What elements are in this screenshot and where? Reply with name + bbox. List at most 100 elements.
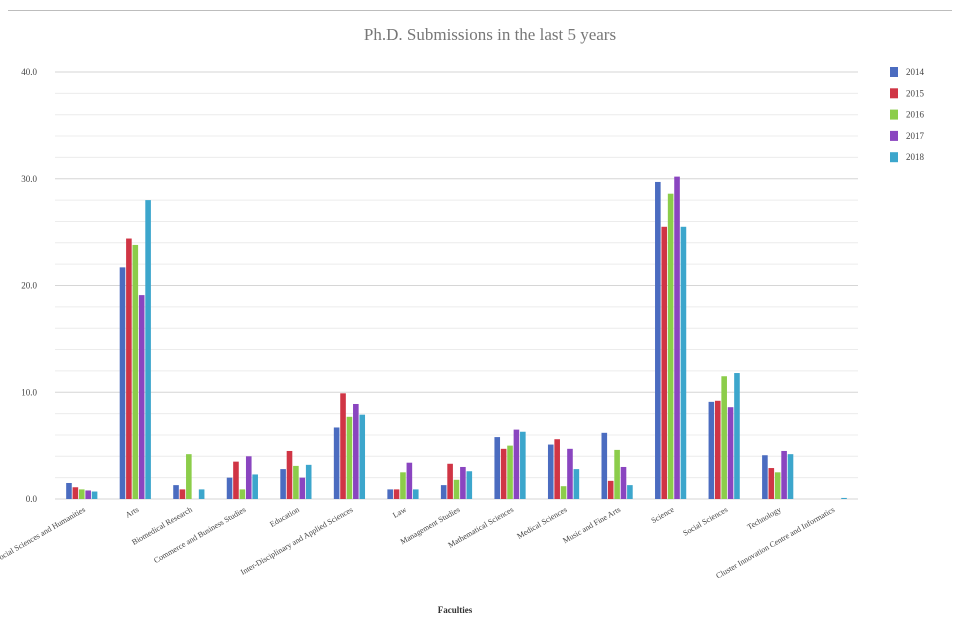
bar-2017-0 [85,490,91,499]
bar-2014-5 [333,427,340,499]
x-tick-label: Education [268,505,301,529]
bar-2017-11 [674,176,680,500]
legend-label: 2015 [906,88,925,98]
y-tick-label: 30.0 [21,174,37,184]
legend-swatch [890,88,898,99]
bar-2015-4 [286,450,293,499]
bar-2014-13 [762,455,768,499]
bar-2018-9 [573,469,580,499]
x-tick-label: Law [391,505,408,520]
bar-2014-10 [601,432,608,499]
bar-2018-14 [841,497,847,499]
x-tick-label: Social Sciences and Humanities [0,505,87,564]
bar-2017-3 [245,456,252,499]
legend-swatch [890,109,898,120]
bar-2015-10 [607,480,614,499]
x-tick-label: Inter-Disciplinary and Applied Sciences [239,505,354,577]
bar-2018-8 [520,431,526,499]
bar-2018-6 [412,489,419,499]
bar-2018-11 [680,226,687,499]
legend-label: 2014 [906,67,925,77]
bar-2015-1 [126,238,132,499]
legend[interactable]: 2014 2015 2016 2017 2018 [890,67,925,163]
x-axis-title: Faculties [438,605,473,615]
bar-2015-11 [661,226,668,499]
x-tick-label: Medical Sciences [515,505,568,541]
bar-2016-7 [453,479,460,499]
x-tick-label: Commerce and Business Studies [152,505,247,565]
bar-2015-0 [72,487,79,499]
bar-2015-9 [554,439,560,499]
bar-2018-3 [252,474,258,499]
bar-2014-8 [494,437,501,499]
bar-2017-13 [781,450,787,499]
bar-2018-12 [734,373,740,499]
bar-2014-12 [708,401,715,499]
legend-label: 2016 [906,110,925,120]
legend-label: 2017 [906,131,925,141]
bar-2016-8 [507,445,513,499]
bar-2015-6 [393,489,400,499]
bar-2015-3 [233,461,239,499]
bar-2014-7 [440,485,447,499]
bar-2015-13 [768,468,775,499]
bar-2018-4 [305,464,312,499]
chart-title: Ph.D. Submissions in the last 5 years [364,25,616,44]
bar-2016-11 [667,193,674,499]
y-tick-label: 0.0 [26,494,38,504]
bar-2014-11 [655,181,661,499]
bar-2018-1 [145,200,151,499]
bar-2016-12 [721,376,727,499]
bar-2015-7 [447,463,453,499]
bar-2016-0 [78,489,85,499]
bar-2018-0 [91,491,98,499]
bar-2016-2 [186,454,192,499]
bar-2014-4 [280,469,286,499]
bar-2014-6 [387,489,393,499]
bar-2018-5 [359,414,366,499]
x-tick-label: Social Sciences [681,505,729,538]
y-tick-label: 20.0 [21,281,37,291]
bar-2018-10 [627,485,633,499]
x-tick-labels: Social Sciences and Humanities ArtsBiomed… [0,505,836,581]
bar-2017-10 [620,466,627,499]
x-tick-label: Science [650,505,676,525]
legend-swatch [890,67,898,77]
bar-2016-9 [560,486,567,499]
x-tick-label: Technology [746,505,783,532]
bar-2017-8 [513,429,520,499]
bar-2017-1 [138,295,145,499]
y-tick-label: 10.0 [21,387,37,397]
x-tick-label: Music and Fine Arts [561,505,622,545]
bars [66,176,847,500]
y-tick-labels: 0.0 10.0 20.0 30.0 40.0 [21,67,37,504]
bar-2017-7 [460,466,466,499]
bar-2014-2 [173,485,179,499]
bar-2018-2 [198,489,205,499]
bar-2016-3 [239,489,246,499]
bar-2017-4 [299,477,306,499]
bar-2016-6 [400,472,406,499]
legend-swatch [890,130,898,141]
bar-2016-1 [132,244,139,499]
bar-2014-1 [119,267,126,499]
bar-2016-4 [293,465,299,499]
bar-2014-0 [66,482,72,499]
legend-label: 2018 [906,152,925,162]
bar-2018-13 [787,454,794,499]
bar-2015-8 [500,448,507,499]
bar-2015-5 [340,393,346,499]
bar-2017-5 [353,403,359,499]
bar-2017-12 [727,407,734,499]
bar-2016-10 [614,449,620,499]
bar-2015-2 [179,489,186,499]
bar-2014-3 [226,477,233,499]
legend-swatch [890,152,898,163]
bar-2016-13 [774,472,781,499]
bar-2014-9 [547,444,554,499]
bar-2017-6 [406,462,413,499]
x-tick-label: Arts [124,505,140,520]
top-border [8,10,952,11]
